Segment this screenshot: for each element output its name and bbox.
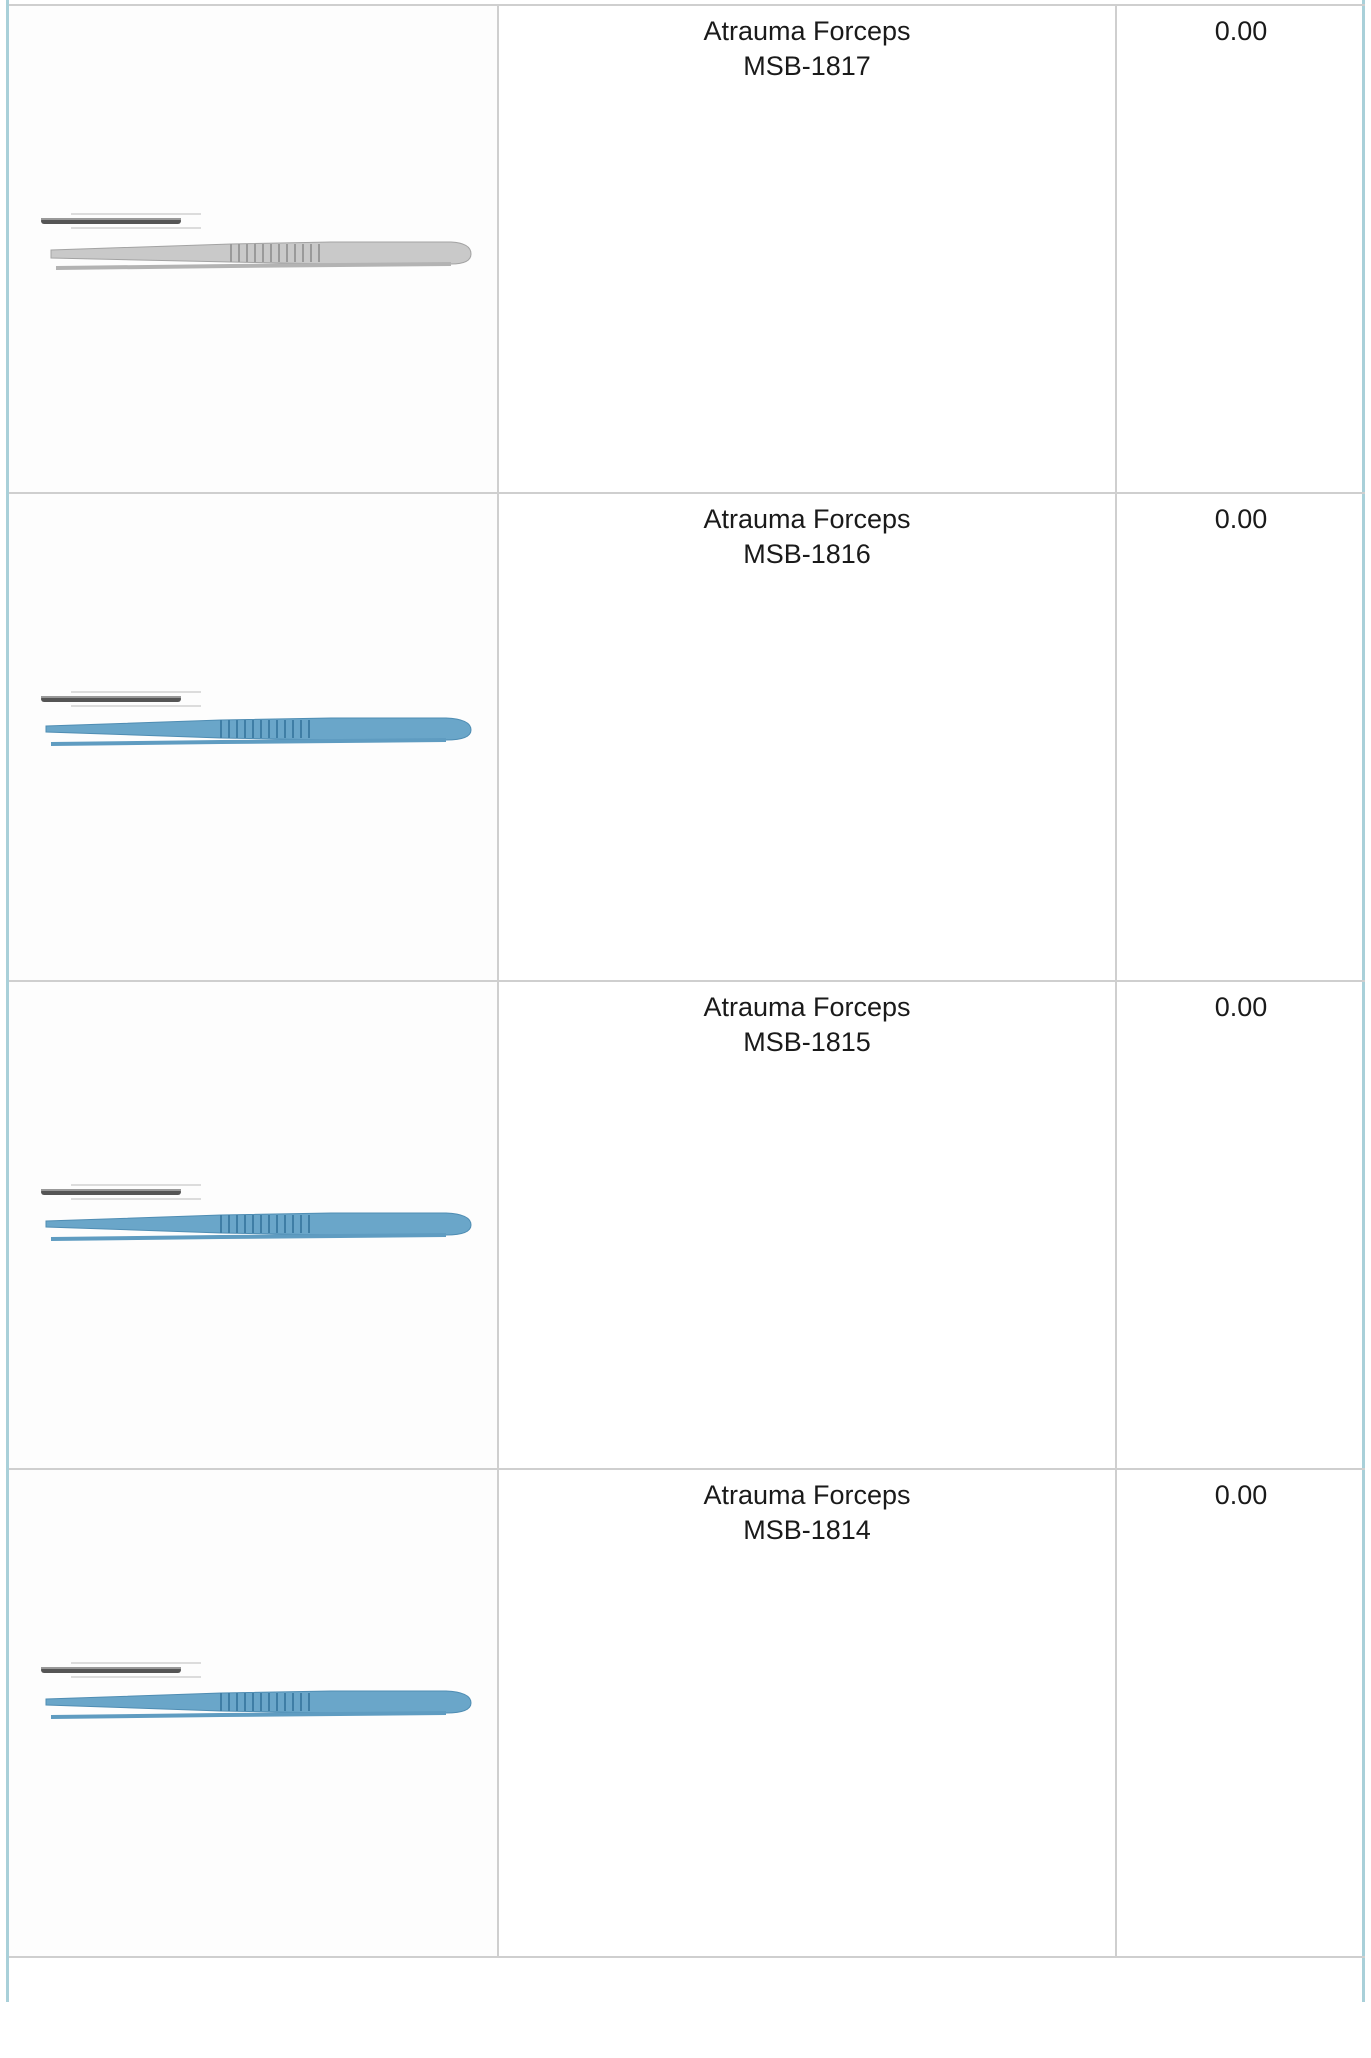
forceps-image[interactable] <box>31 1177 481 1267</box>
forceps-image[interactable] <box>31 1655 481 1745</box>
product-name[interactable]: Atrauma Forceps <box>703 992 911 1022</box>
forceps-image[interactable] <box>31 684 481 774</box>
product-price-cell: 0.00 <box>1117 982 1365 1468</box>
product-code: MSB-1815 <box>743 1027 871 1057</box>
table-row: Atrauma Forceps MSB-1816 0.00 <box>9 492 1365 980</box>
product-name[interactable]: Atrauma Forceps <box>703 1480 911 1510</box>
product-code: MSB-1816 <box>743 539 871 569</box>
product-code: MSB-1817 <box>743 51 871 81</box>
product-description-cell: Atrauma Forceps MSB-1814 <box>499 1470 1117 1956</box>
product-price: 0.00 <box>1214 16 1268 46</box>
product-price-cell: 0.00 <box>1117 1470 1365 1956</box>
product-table: Atrauma Forceps MSB-1817 0.00 <box>9 4 1365 2058</box>
forceps-image[interactable] <box>31 206 481 296</box>
product-image-cell <box>9 494 499 980</box>
product-name[interactable]: Atrauma Forceps <box>703 16 911 46</box>
table-row: Atrauma Forceps MSB-1815 0.00 <box>9 980 1365 1468</box>
product-description-cell: Atrauma Forceps MSB-1816 <box>499 494 1117 980</box>
table-row: Atrauma Forceps MSB-1814 0.00 <box>9 1468 1365 1956</box>
table-row: Atrauma Forceps MSB-1817 0.00 <box>9 4 1365 492</box>
product-description-cell: Atrauma Forceps MSB-1817 <box>499 6 1117 492</box>
product-price: 0.00 <box>1214 992 1268 1022</box>
product-price-cell: 0.00 <box>1117 6 1365 492</box>
product-image-cell <box>9 1470 499 1956</box>
product-code: MSB-1814 <box>743 1515 871 1545</box>
page-frame <box>6 0 1365 2002</box>
product-image-cell <box>9 6 499 492</box>
table-footer-row <box>9 1956 1365 2058</box>
product-image-cell <box>9 982 499 1468</box>
product-price: 0.00 <box>1214 504 1268 534</box>
product-price: 0.00 <box>1214 1480 1268 1510</box>
product-description-cell: Atrauma Forceps MSB-1815 <box>499 982 1117 1468</box>
product-name[interactable]: Atrauma Forceps <box>703 504 911 534</box>
product-price-cell: 0.00 <box>1117 494 1365 980</box>
